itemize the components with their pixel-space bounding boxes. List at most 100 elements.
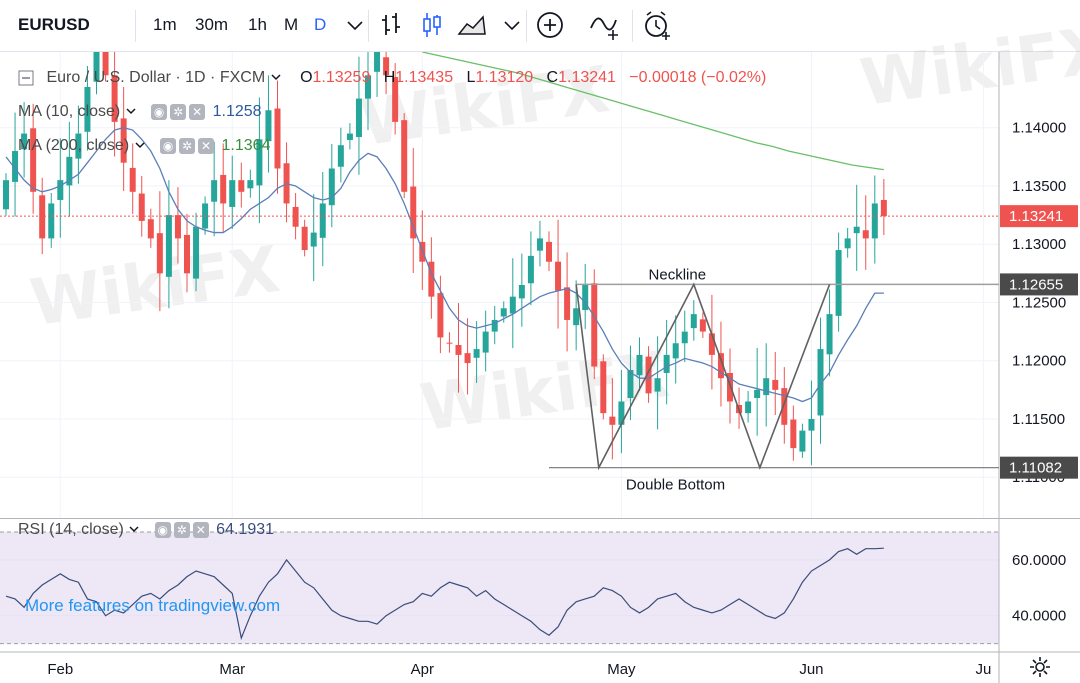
time-axis: Feb Mar Apr May Jun Ju	[47, 661, 991, 678]
candle-body	[410, 186, 417, 239]
candle-body	[401, 120, 408, 192]
bar-chart-icon[interactable]	[375, 8, 409, 42]
plus-circle-icon[interactable]	[533, 8, 567, 42]
ma200-value: 1.1364	[221, 137, 271, 155]
tradingview-link[interactable]: More features on tradingview.com	[25, 596, 281, 615]
chevron-down-icon[interactable]	[134, 140, 146, 150]
candle-body	[853, 226, 860, 234]
candle-body	[193, 226, 200, 279]
open-label: O	[300, 69, 313, 86]
price-grid	[0, 52, 999, 518]
interval-month-button[interactable]: M	[284, 15, 299, 34]
candle-body	[781, 388, 788, 425]
price-chart[interactable]: 1.14000 1.13500 1.13000 1.12500 1.12000 1.115…	[0, 52, 1080, 518]
candle-body	[582, 285, 589, 311]
indicator-icon[interactable]	[588, 8, 622, 42]
neckline-label: Neckline	[649, 266, 707, 283]
chevron-down-icon[interactable]	[270, 72, 282, 82]
rsi-axis: 60.0000 40.0000	[1012, 552, 1066, 625]
rsi-label[interactable]: RSI (14, close)	[18, 521, 124, 539]
interval-30m-button[interactable]: 30m	[195, 15, 229, 34]
candle-body	[301, 226, 308, 251]
candle-body	[745, 401, 752, 414]
candle-body	[527, 255, 534, 284]
chevron-down-icon[interactable]	[125, 106, 137, 116]
candle-body	[609, 416, 616, 425]
low-label: L	[466, 69, 476, 86]
gear-icon[interactable]: ✲	[179, 137, 196, 154]
gear-icon[interactable]: ✲	[173, 521, 190, 538]
close-icon[interactable]: ✕	[189, 103, 206, 120]
toolbar-divider	[632, 10, 633, 42]
candle-body	[573, 308, 580, 326]
ma10-legend: MA (10, close) ◉ ✲ ✕ 1.1258	[18, 103, 262, 121]
candle-body	[799, 430, 806, 452]
rsi-tick-label: 60.0000	[1012, 552, 1066, 569]
candle-body	[808, 418, 815, 431]
eye-icon[interactable]: ◉	[151, 103, 168, 120]
series-title[interactable]: Euro / U.S. Dollar · 1D · FXCM	[46, 69, 266, 86]
candle-body	[392, 77, 399, 122]
rsi-tick-label: 40.0000	[1012, 608, 1066, 625]
close-icon[interactable]: ✕	[192, 521, 209, 538]
symbol-label[interactable]: EURUSD	[18, 15, 90, 34]
ma10-label[interactable]: MA (10, close)	[18, 103, 121, 121]
candle-body	[518, 285, 525, 299]
candle-body	[156, 233, 163, 274]
chevron-down-icon[interactable]	[338, 8, 372, 42]
ma200-label[interactable]: MA (200, close)	[18, 137, 130, 155]
interval-day-button[interactable]: D	[314, 15, 327, 34]
candle-body	[12, 151, 19, 182]
top-toolbar: EURUSD 1m 30m 1h M D	[0, 0, 1080, 52]
price-tick-label: 1.14000	[1012, 120, 1066, 137]
ma10-controls: ◉ ✲ ✕	[151, 103, 208, 121]
close-icon[interactable]: ✕	[198, 137, 215, 154]
candle-body	[546, 241, 552, 262]
candle-body	[274, 108, 281, 169]
time-tick-label: Feb	[47, 661, 73, 678]
candle-body	[238, 180, 245, 192]
candle-body	[536, 238, 543, 251]
eye-icon[interactable]: ◉	[160, 137, 177, 154]
candle-body	[93, 52, 100, 82]
candle-body	[111, 75, 118, 122]
ma200-legend: MA (200, close) ◉ ✲ ✕ 1.1364	[18, 137, 270, 155]
chevron-down-icon[interactable]	[495, 8, 529, 42]
time-tick-label: May	[607, 661, 636, 678]
high-label: H	[383, 69, 396, 86]
candle-body	[645, 356, 652, 394]
interval-1h-button[interactable]: 1h	[248, 15, 267, 34]
svg-text:1.12655: 1.12655	[1009, 276, 1063, 293]
gear-icon[interactable]: ✲	[170, 103, 187, 120]
candle-body	[428, 261, 435, 297]
rsi-legend: RSI (14, close) ◉ ✲ ✕ 64.1931	[18, 521, 274, 539]
rsi-chart[interactable]: 60.0000 40.0000 Feb Mar Apr May Jun Ju	[0, 518, 1080, 683]
collapse-icon[interactable]	[18, 70, 34, 86]
candle-body	[627, 370, 634, 399]
candle-body	[591, 283, 598, 367]
candle-body	[48, 203, 55, 239]
candle-body	[3, 180, 9, 210]
area-chart-icon[interactable]	[455, 8, 489, 42]
candle-body	[184, 234, 190, 274]
interval-1m-button[interactable]: 1m	[153, 15, 177, 34]
candle-body	[663, 354, 670, 373]
chevron-down-icon[interactable]	[128, 524, 140, 534]
ma200-line	[422, 52, 884, 171]
low-value: 1.13120	[475, 69, 534, 86]
candle-body	[681, 331, 688, 344]
change-value: −0.00018 (−0.02%)	[629, 69, 767, 86]
candle-body	[564, 287, 571, 320]
close-value: 1.13241	[558, 69, 616, 86]
alarm-clock-icon[interactable]	[640, 8, 674, 42]
candle-body	[763, 378, 770, 396]
candle-body	[129, 167, 136, 192]
candle-body	[455, 344, 462, 355]
eye-icon[interactable]: ◉	[154, 521, 171, 538]
candle-body	[699, 319, 706, 332]
candlestick-icon[interactable]	[415, 8, 449, 42]
candle-body	[374, 52, 381, 72]
gear-icon[interactable]	[1028, 655, 1052, 679]
time-tick-label: Mar	[219, 661, 245, 678]
candle-body	[383, 57, 390, 76]
